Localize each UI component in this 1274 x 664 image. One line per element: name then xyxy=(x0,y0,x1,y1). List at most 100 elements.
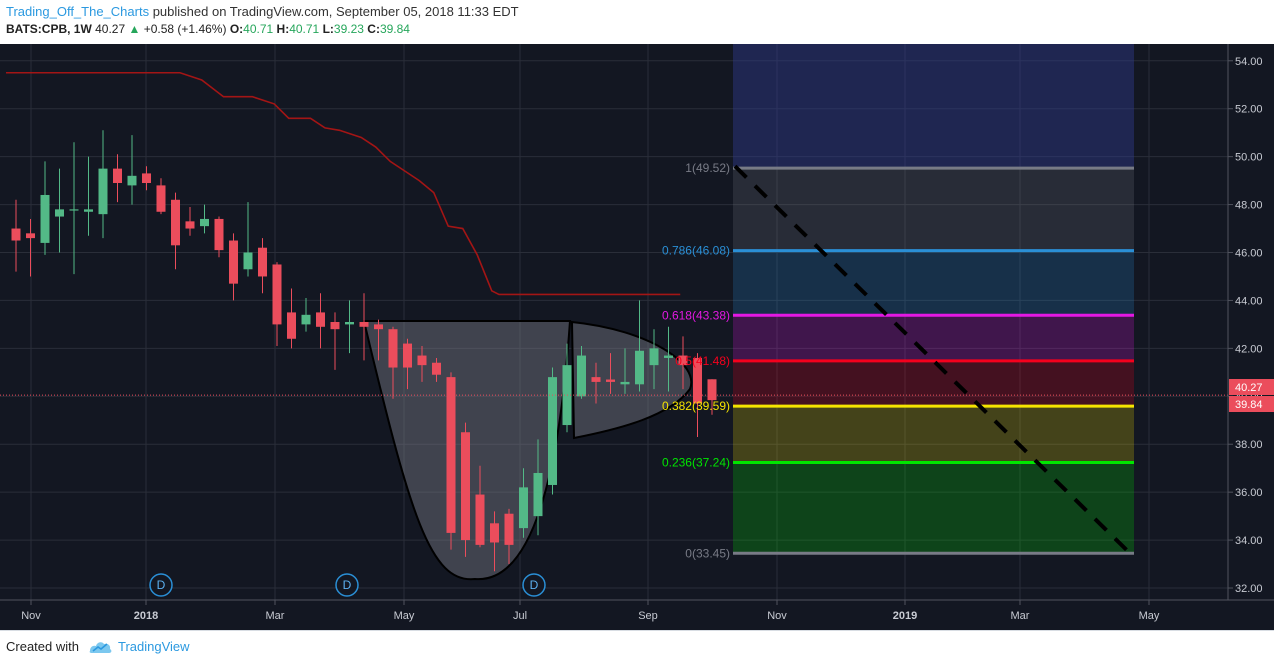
fib-zone xyxy=(733,462,1134,554)
time-tick-label: Sep xyxy=(638,610,658,622)
fib-labels: 1(49.52) 0.786(46.08) 0.618(43.38) 0.5(41.4… xyxy=(662,161,730,560)
fib-level-label: 0.786(46.08) xyxy=(662,244,730,258)
candle-body xyxy=(664,355,673,358)
price-axis-ticks: 54.0052.0050.0048.0046.0044.0042.0040.00… xyxy=(1228,56,1263,595)
candle-body xyxy=(40,194,50,243)
price-axis[interactable] xyxy=(1228,44,1274,630)
candle-body xyxy=(214,218,224,251)
fib-level-label: 0.382(39.59) xyxy=(662,399,730,413)
candle-body xyxy=(649,348,659,366)
author-link[interactable]: Trading_Off_The_Charts xyxy=(6,4,150,19)
time-tick-label: 2018 xyxy=(134,610,158,622)
candle-body xyxy=(69,209,79,211)
close-label: C: xyxy=(367,22,380,36)
candle-body xyxy=(403,343,412,368)
candle-body xyxy=(635,350,644,385)
fib-zone xyxy=(733,360,1134,407)
price-tick-label: 54.00 xyxy=(1235,56,1263,68)
dividend-marker-label: D xyxy=(530,578,539,592)
symbol-label: BATS:CPB, 1W xyxy=(6,22,92,36)
price-tick-label: 42.00 xyxy=(1235,343,1263,355)
candle-body xyxy=(504,513,514,545)
time-tick-label: Mar xyxy=(1011,610,1030,622)
dividend-marker xyxy=(149,573,173,597)
up-arrow-icon: ▲ xyxy=(128,22,141,36)
created-with-label: Created with xyxy=(6,639,79,654)
candle-body xyxy=(243,252,253,270)
high-value: 40.71 xyxy=(289,22,320,36)
dividend-marker xyxy=(522,573,546,597)
candle-body xyxy=(577,355,586,397)
close-value: 39.84 xyxy=(379,22,410,36)
fib-zone xyxy=(733,250,1134,316)
candle-body xyxy=(84,209,93,212)
price-tick-label: 48.00 xyxy=(1235,200,1263,212)
fib-zone xyxy=(733,406,1134,463)
candle-body xyxy=(490,523,499,543)
candle-body xyxy=(620,381,630,385)
high-label: H: xyxy=(276,22,290,36)
fib-zone xyxy=(733,168,1134,251)
candle-body xyxy=(374,324,383,330)
time-tick-label: Jul xyxy=(513,610,527,622)
change-value: +0.58 (+1.46%) xyxy=(143,22,227,36)
tradingview-logo-icon[interactable] xyxy=(88,639,114,655)
time-tick-label: Nov xyxy=(767,610,787,622)
candle-body xyxy=(287,312,296,339)
price-tick-label: 38.00 xyxy=(1235,439,1263,451)
dashed-trendline[interactable] xyxy=(733,164,1132,555)
red-line xyxy=(6,71,681,296)
candle-body xyxy=(301,314,311,325)
dividend-marker xyxy=(335,573,359,597)
candle-body xyxy=(591,377,601,382)
low-label: L: xyxy=(322,22,334,36)
publish-line: Trading_Off_The_Charts published on Trad… xyxy=(6,4,519,19)
price-tick-label: 32.00 xyxy=(1235,583,1263,595)
candle-body xyxy=(693,357,702,404)
low-value: 39.23 xyxy=(333,22,364,36)
candle-body xyxy=(200,218,209,227)
candle-body xyxy=(229,240,238,284)
price-tick-label: 46.00 xyxy=(1235,248,1263,260)
fib-level-label: 1(49.52) xyxy=(685,161,730,175)
candle-body xyxy=(272,264,282,325)
time-tick-label: Nov xyxy=(21,610,41,622)
time-tick-label: May xyxy=(1139,610,1160,622)
quote-line: BATS:CPB, 1W 40.27 ▲ +0.58 (+1.46%) O:40… xyxy=(6,22,410,36)
candle-body xyxy=(98,168,108,215)
candle-body xyxy=(142,173,151,183)
time-tick-label: May xyxy=(394,610,415,622)
fib-zone-top xyxy=(733,44,1134,169)
dividend-marker-label: D xyxy=(343,578,352,592)
last-price: 40.27 xyxy=(95,22,126,36)
candle-body xyxy=(446,377,456,533)
fib-level-label: 0.618(43.38) xyxy=(662,308,730,322)
candle-body xyxy=(678,355,688,366)
price-badge-label: 40.27 xyxy=(1235,382,1263,394)
candle-body xyxy=(707,379,717,401)
candle-body xyxy=(359,322,369,327)
fib-level-label: 0.236(37.24) xyxy=(662,455,730,469)
price-tick-label: 34.00 xyxy=(1235,535,1263,547)
publish-info: published on TradingView.com, September … xyxy=(149,4,519,19)
time-axis-ticks: Nov 2018 Mar May Jul Sep Nov 2019 Mar May xyxy=(21,600,1160,622)
fib-level-label: 0.5(41.48) xyxy=(675,354,730,368)
open-value: 40.71 xyxy=(243,22,274,36)
handle-shape xyxy=(570,320,693,440)
candle-body xyxy=(127,175,137,186)
time-tick-label: 2019 xyxy=(893,610,917,622)
candle-body xyxy=(11,228,21,241)
price-chart[interactable]: D D D 1(49.52) 0.786(46.08) 0.618(43.38) 0.5(… xyxy=(0,44,1274,630)
fib-retracement[interactable] xyxy=(733,44,1134,555)
price-badges: 40.27 39.84 xyxy=(1229,379,1274,412)
dividend-marker-label: D xyxy=(157,578,166,592)
price-tick-label: 52.00 xyxy=(1235,104,1263,116)
trendline-segment xyxy=(733,164,1132,555)
price-tick-label: 44.00 xyxy=(1235,295,1263,307)
candle-body xyxy=(533,472,543,517)
price-badge-label: 39.84 xyxy=(1235,399,1263,411)
candle-body xyxy=(26,233,35,239)
price-tick-label: 36.00 xyxy=(1235,487,1263,499)
tradingview-brand[interactable]: TradingView xyxy=(118,639,190,654)
